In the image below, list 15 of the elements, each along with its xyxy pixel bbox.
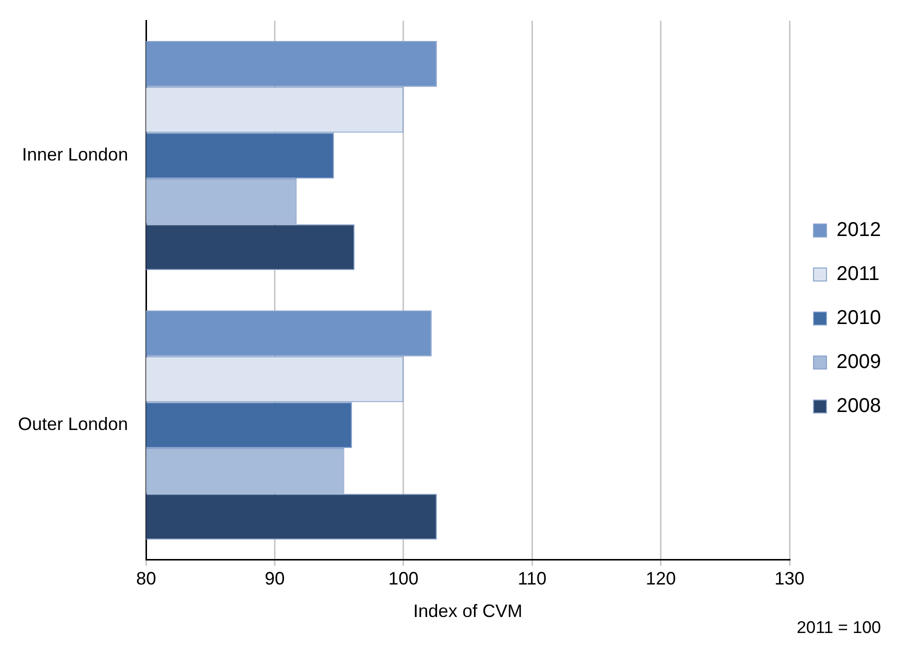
text: 2011 = 100: [796, 618, 881, 637]
legend-label: 2009: [836, 351, 882, 374]
x-tick-label: 90: [264, 568, 285, 589]
y-tick-label: Outer London: [18, 414, 128, 434]
legend-label: 2011: [836, 263, 880, 286]
x-axis-title: Index of CVM: [413, 601, 522, 622]
legend-label: 2008: [836, 395, 882, 418]
y-tick-label: Inner London: [22, 144, 128, 165]
x-tick-label: 110: [518, 568, 546, 589]
x-tick-label: 80: [136, 568, 156, 589]
legend-label: 2010: [836, 307, 882, 330]
x-tick-label: 130: [774, 568, 805, 589]
x-tick-label: 100: [388, 568, 418, 589]
x-tick-label: 120: [646, 568, 676, 589]
legend-label: 2012: [836, 219, 882, 242]
